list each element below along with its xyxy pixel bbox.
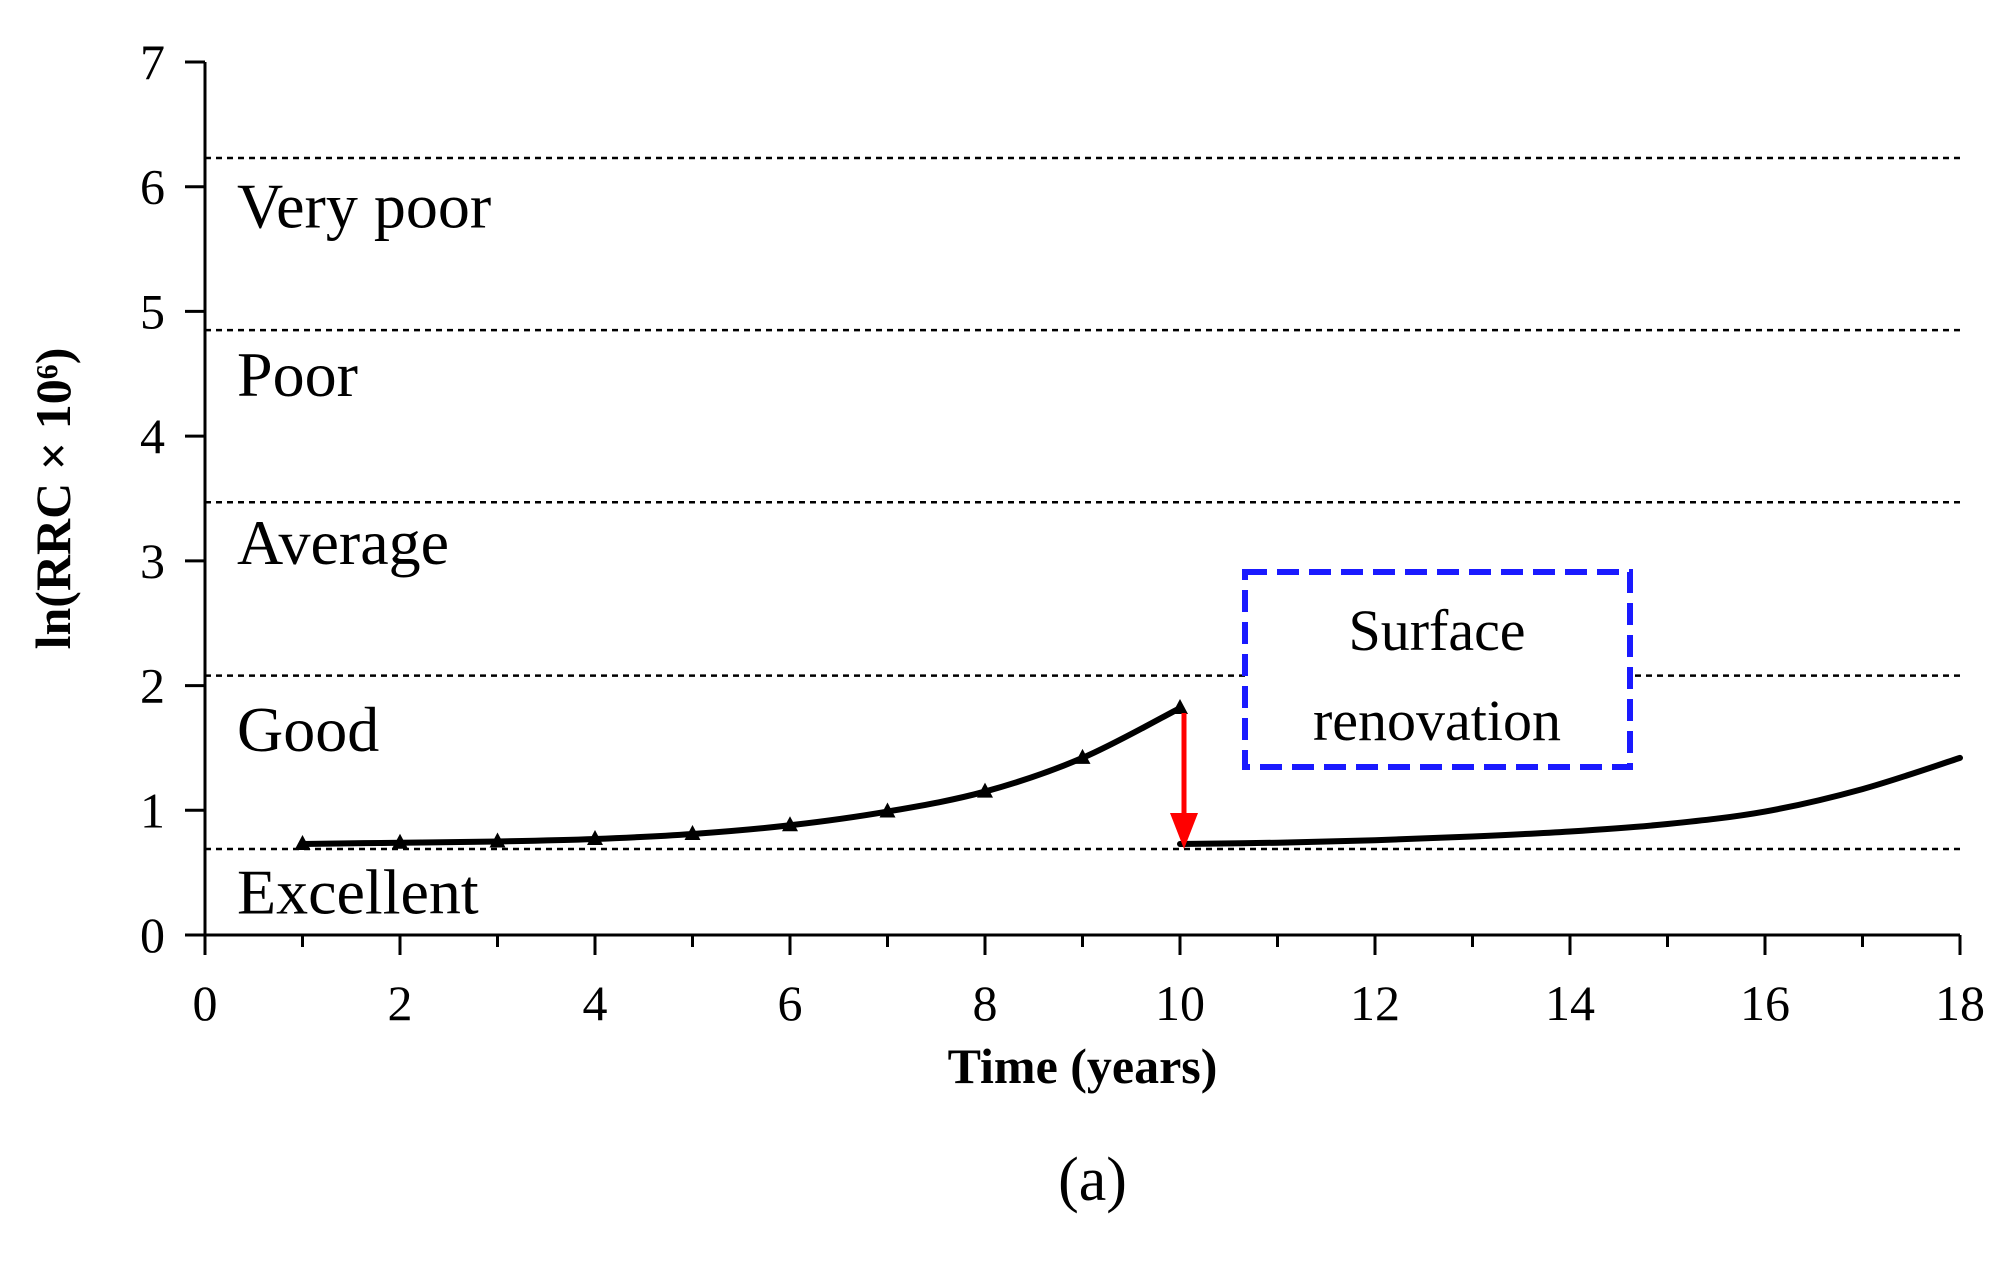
annotation: Surface renovation <box>1170 569 1633 849</box>
x-tick-label: 16 <box>1740 975 1790 1031</box>
x-axis-title: Time (years) <box>948 1038 1218 1094</box>
condition-label: Average <box>237 507 449 578</box>
renovation-arrow-head <box>1170 812 1198 849</box>
series-layer <box>294 699 1963 850</box>
y-tick-label: 1 <box>140 782 165 838</box>
condition-label: Poor <box>237 339 358 410</box>
x-tick-label: 12 <box>1350 975 1400 1031</box>
y-tick-label: 5 <box>140 283 165 339</box>
series-line-2 <box>1177 754 1963 847</box>
y-axis-title: ln(RRC × 10⁶) <box>25 348 81 650</box>
annotation-text: renovation <box>1313 688 1561 753</box>
y-tick-label: 4 <box>140 408 165 464</box>
x-tick-label: 10 <box>1155 975 1205 1031</box>
y-tick-label: 6 <box>140 159 165 215</box>
y-tick-label: 7 <box>140 34 165 90</box>
data-point <box>392 833 408 849</box>
data-point <box>782 816 798 832</box>
threshold-lines <box>205 156 1960 851</box>
data-point <box>489 832 506 848</box>
panel-label: (a) <box>1058 1146 1127 1214</box>
data-point <box>879 802 896 818</box>
x-tick-label: 2 <box>388 975 413 1031</box>
x-tick-label: 0 <box>193 975 218 1031</box>
data-point <box>684 824 701 840</box>
condition-label: Excellent <box>237 856 479 927</box>
data-point <box>294 834 311 850</box>
y-tick-label: 2 <box>140 658 165 714</box>
y-tick-label: 0 <box>140 907 165 963</box>
x-tick-label: 8 <box>973 975 998 1031</box>
condition-label: Good <box>237 694 379 765</box>
y-tick-label: 3 <box>140 533 165 589</box>
condition-labels: Excellent Good Average Poor Very poor <box>237 170 491 927</box>
data-point <box>1172 699 1188 715</box>
x-tick-label: 4 <box>583 975 608 1031</box>
x-tick-label: 18 <box>1935 975 1985 1031</box>
condition-label: Very poor <box>237 170 491 241</box>
data-point <box>1074 748 1091 764</box>
data-point <box>587 829 603 845</box>
annotation-text: Surface <box>1348 598 1525 663</box>
x-tick-label: 6 <box>778 975 803 1031</box>
x-tick-label: 14 <box>1545 975 1595 1031</box>
series-line-1 <box>299 705 1183 847</box>
data-point <box>977 782 993 798</box>
annotation-box <box>1242 569 1633 770</box>
